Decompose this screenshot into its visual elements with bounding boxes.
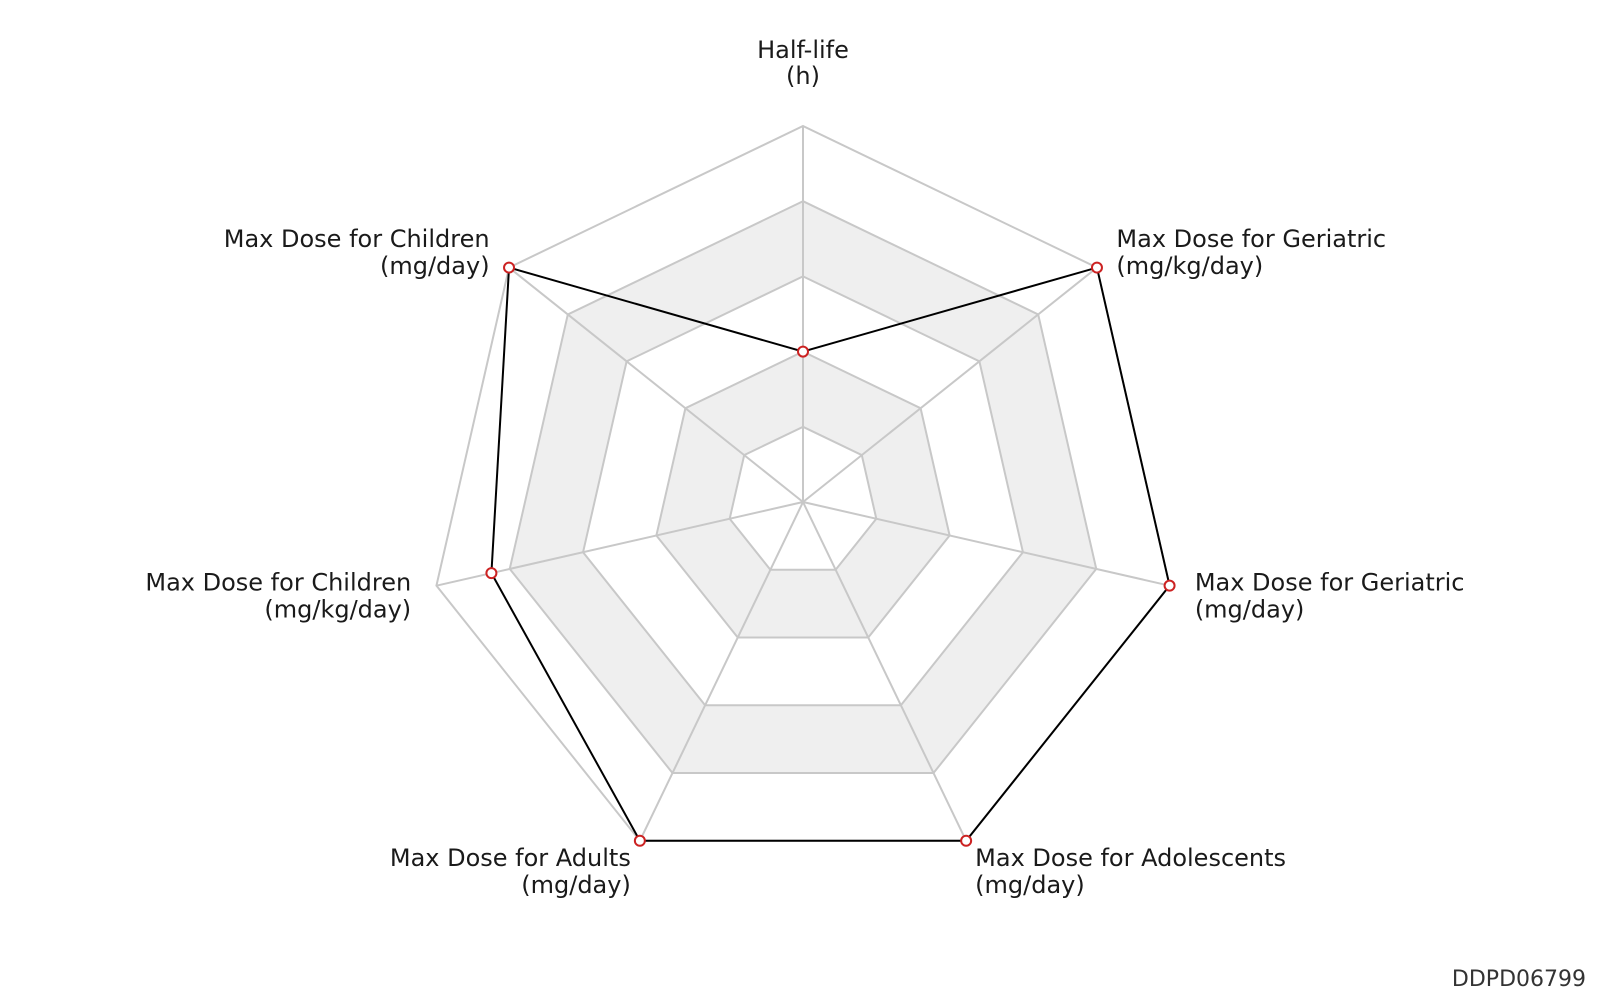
axis-label-1: Max Dose for Geriatric — [1116, 225, 1386, 253]
axis-label-4: Max Dose for Adults — [390, 844, 631, 872]
axis-spoke-1 — [802, 266, 1098, 503]
axis-unit-4: (mg/day) — [521, 871, 631, 899]
axis-label-3: Max Dose for Adolescents — [975, 844, 1286, 872]
data-point-2 — [1163, 579, 1176, 592]
axis-unit-2: (mg/day) — [1195, 595, 1305, 623]
data-point-4 — [633, 834, 646, 847]
axis-unit-1: (mg/kg/day) — [1116, 252, 1263, 280]
radar-series — [485, 261, 1176, 847]
axis-label-6: Max Dose for Children — [224, 225, 490, 253]
axis-label-0: Half-life — [757, 36, 849, 64]
axis-label-2: Max Dose for Geriatric — [1195, 568, 1465, 596]
axis-spoke-2 — [802, 501, 1170, 587]
data-point-3 — [960, 834, 973, 847]
radar-spokes — [436, 126, 1170, 842]
axis-unit-5: (mg/kg/day) — [264, 595, 411, 623]
series-line-0 — [490, 266, 1171, 842]
data-point-6 — [503, 261, 516, 274]
data-point-0 — [797, 345, 809, 358]
axis-unit-3: (mg/day) — [975, 871, 1085, 899]
axis-labels: Half-life(h)Max Dose for Geriatric(mg/kg… — [145, 36, 1464, 899]
data-point-1 — [1090, 261, 1103, 274]
axis-spoke-3 — [802, 501, 968, 842]
axis-spoke-6 — [508, 266, 804, 503]
axis-label-5: Max Dose for Children — [145, 568, 411, 596]
axis-unit-0: (h) — [786, 62, 820, 90]
data-point-5 — [485, 567, 498, 580]
chart-id-label: DDPD06799 — [1451, 967, 1586, 992]
axis-spoke-5 — [436, 501, 804, 587]
axis-unit-6: (mg/day) — [380, 252, 490, 280]
axis-spoke-4 — [638, 501, 804, 842]
